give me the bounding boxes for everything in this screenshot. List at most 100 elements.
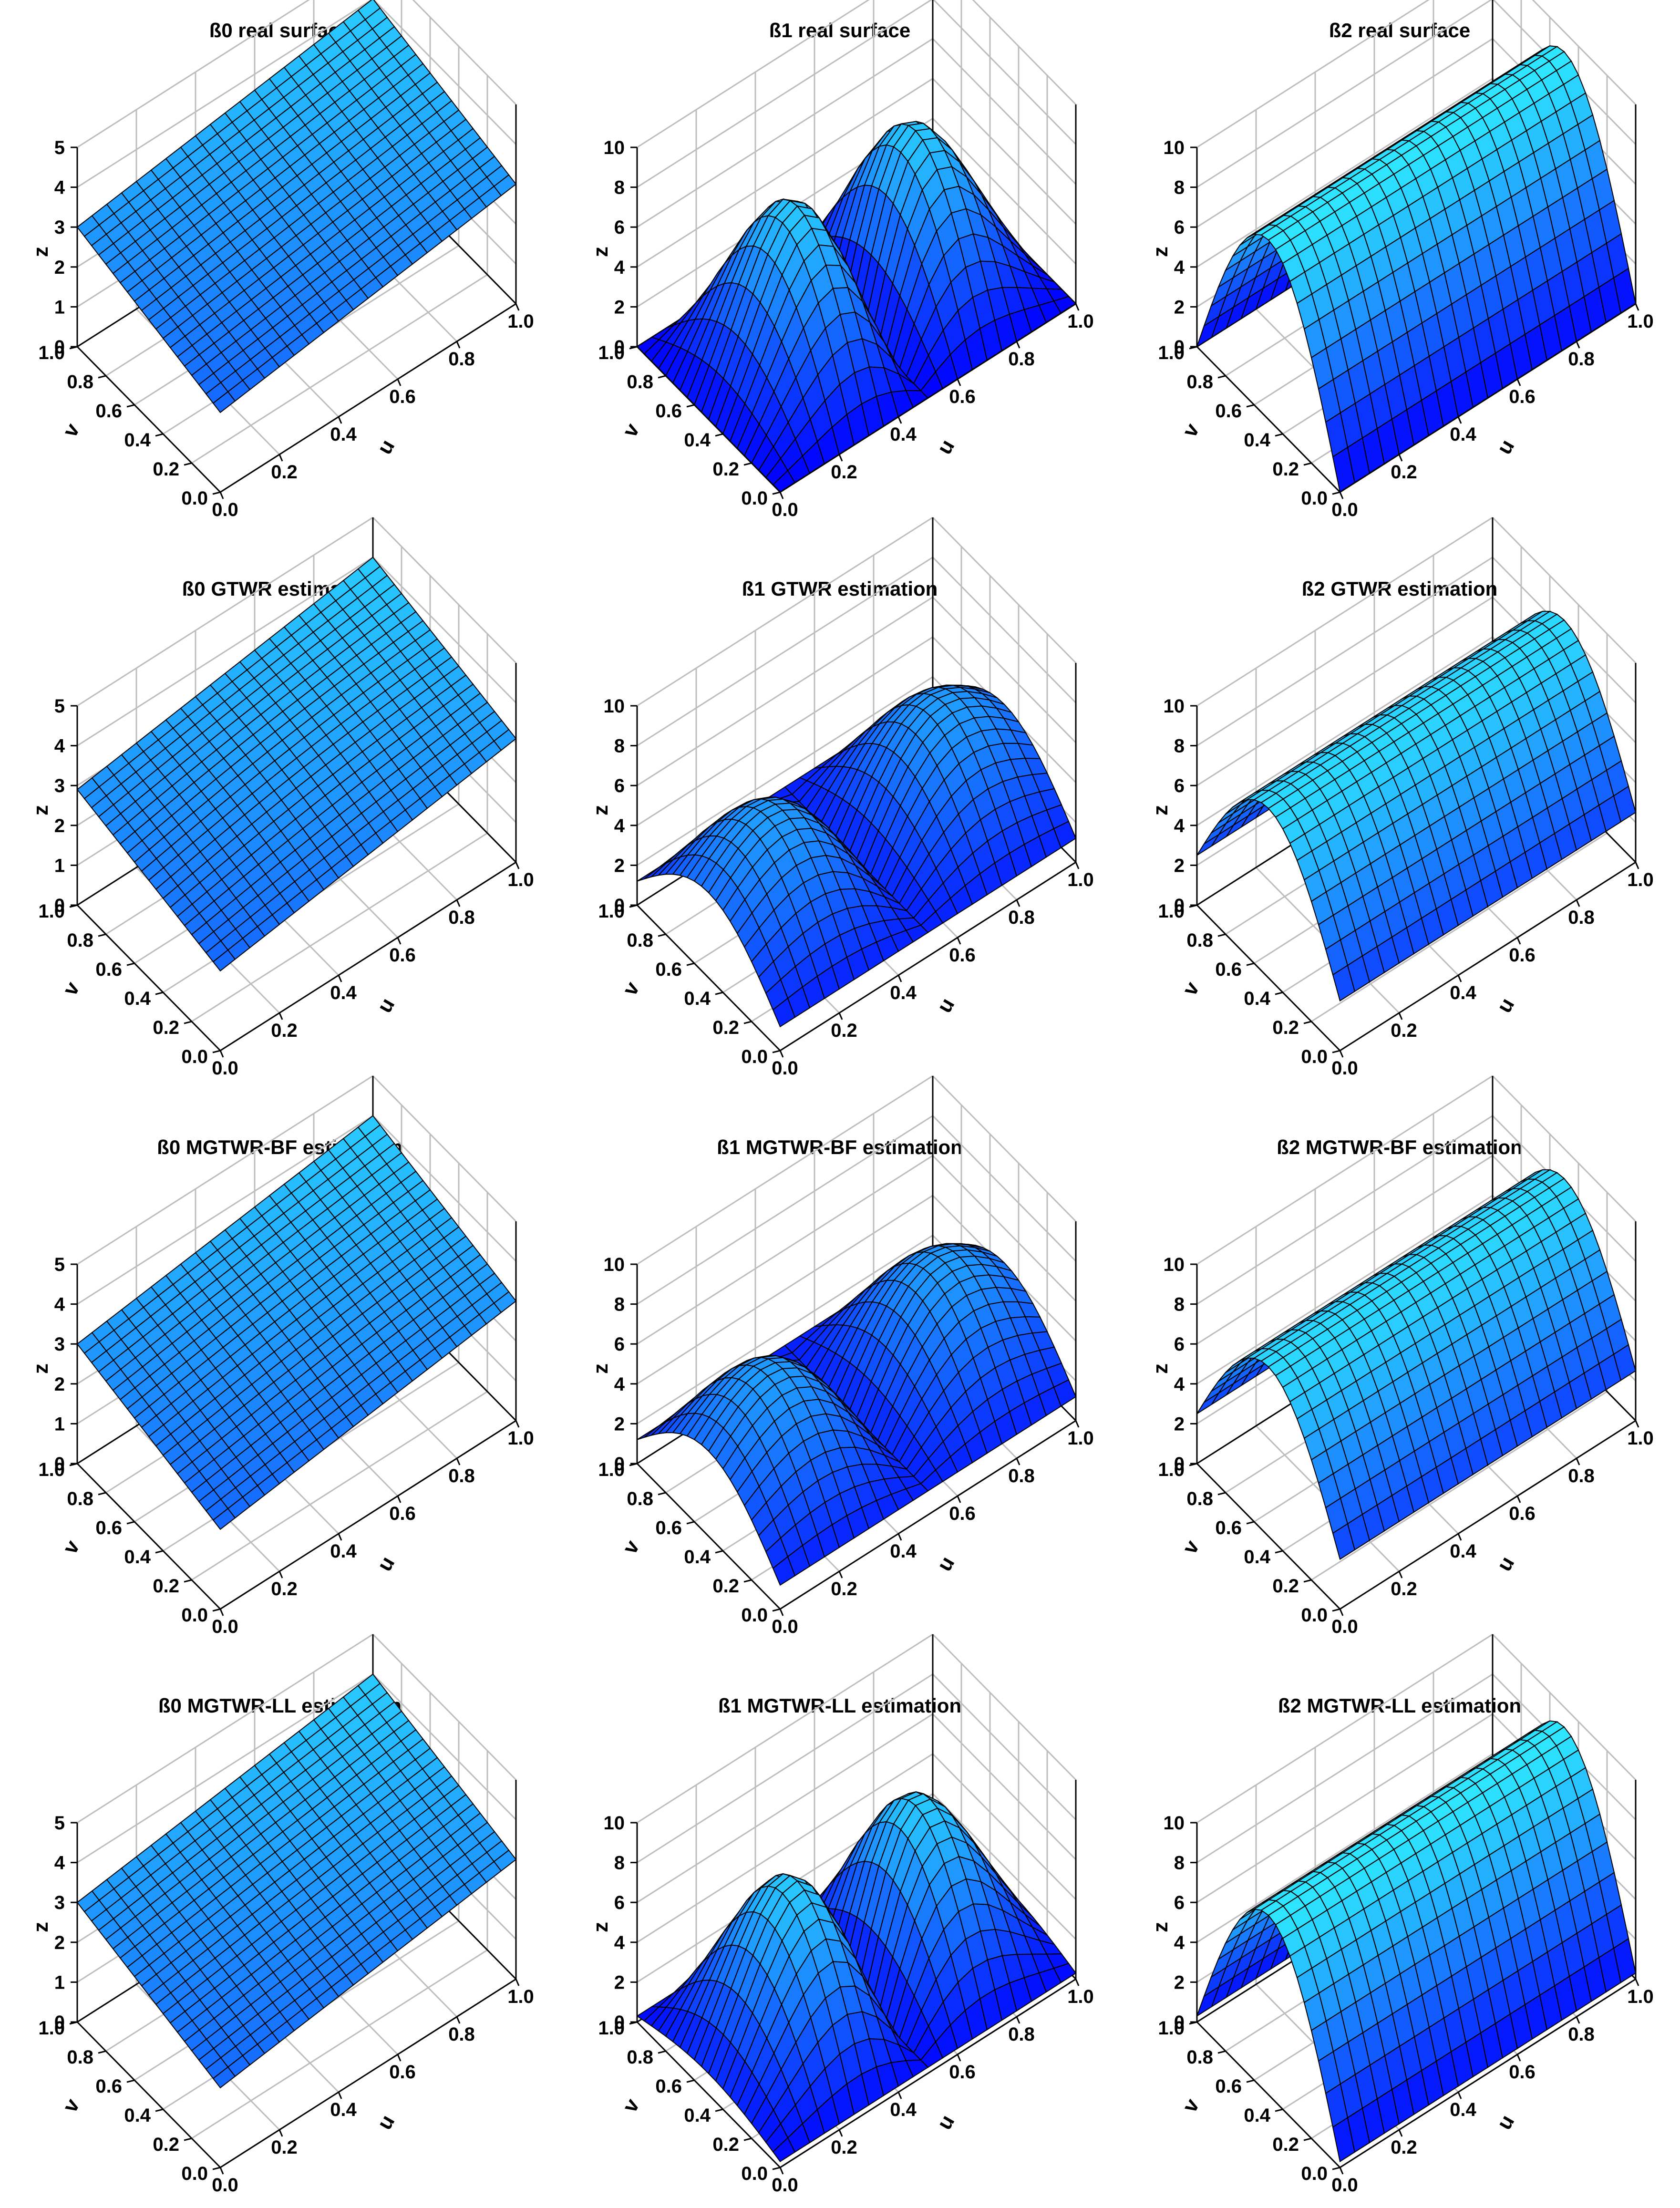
u-tick-label: 1.0 bbox=[1627, 1428, 1654, 1449]
u-tick bbox=[1017, 900, 1020, 907]
v-axis-label: v bbox=[618, 978, 644, 1000]
v-tick-label: 0.2 bbox=[153, 459, 179, 480]
v-tick bbox=[155, 992, 163, 994]
u-tick bbox=[1458, 1534, 1461, 1540]
z-tick-label: 6 bbox=[614, 775, 625, 796]
z-tick-label: 8 bbox=[1174, 177, 1185, 198]
panel-title: ß2 real surface bbox=[1329, 19, 1471, 41]
u-tick-label: 0.4 bbox=[890, 1541, 917, 1562]
u-tick-label: 1.0 bbox=[1067, 869, 1094, 890]
u-tick bbox=[1458, 417, 1461, 423]
v-tick-label: 0.2 bbox=[153, 2134, 179, 2155]
panel-b1-3: ß1 MGTWR-BF estimation0246810z0.00.20.40… bbox=[589, 1076, 1094, 1637]
u-tick-label: 0.2 bbox=[1391, 1579, 1417, 1599]
v-tick bbox=[715, 434, 723, 436]
v-tick bbox=[98, 376, 106, 378]
v-tick bbox=[744, 463, 752, 465]
u-tick bbox=[1636, 862, 1639, 869]
surface-mesh bbox=[1197, 46, 1636, 492]
u-tick bbox=[780, 1051, 783, 1057]
z-tick-label: 4 bbox=[54, 736, 65, 757]
u-tick-label: 0.2 bbox=[831, 1579, 857, 1599]
v-tick-label: 0.4 bbox=[1244, 988, 1270, 1009]
v-tick bbox=[715, 992, 723, 994]
u-tick-label: 0.6 bbox=[949, 386, 976, 407]
v-tick-label: 1.0 bbox=[38, 901, 65, 922]
panel-b0-4: ß0 MGTWR-LL estimation012345z0.00.20.40.… bbox=[29, 1634, 534, 2196]
z-tick-label: 5 bbox=[54, 137, 65, 158]
v-axis-label: v bbox=[618, 419, 644, 441]
v-tick-label: 0.0 bbox=[181, 1605, 208, 1626]
u-tick-label: 0.0 bbox=[1331, 499, 1358, 520]
u-tick-label: 0.0 bbox=[772, 499, 798, 520]
z-tick-label: 4 bbox=[54, 1294, 65, 1315]
surface-mesh bbox=[637, 685, 1076, 1027]
u-tick bbox=[1517, 938, 1520, 944]
v-tick-label: 0.2 bbox=[1272, 459, 1299, 480]
u-tick-label: 0.4 bbox=[330, 982, 357, 1003]
v-tick-label: 0.2 bbox=[153, 1017, 179, 1038]
z-tick-label: 2 bbox=[54, 1932, 65, 1953]
z-tick-label: 1 bbox=[54, 297, 65, 318]
u-tick bbox=[898, 417, 901, 423]
z-tick-label: 10 bbox=[604, 137, 625, 158]
u-axis-label: u bbox=[373, 2111, 400, 2134]
v-tick-label: 1.0 bbox=[38, 342, 65, 363]
v-tick bbox=[184, 1021, 192, 1023]
z-tick-label: 10 bbox=[1164, 1254, 1185, 1275]
z-tick-label: 6 bbox=[1174, 217, 1185, 238]
u-tick-label: 0.0 bbox=[212, 1616, 238, 1637]
v-tick bbox=[127, 2080, 134, 2082]
v-tick-label: 0.0 bbox=[1301, 1605, 1328, 1626]
u-axis-label: u bbox=[1493, 994, 1519, 1017]
v-tick-label: 0.6 bbox=[1215, 959, 1242, 980]
v-tick bbox=[687, 963, 694, 965]
v-tick-label: 0.2 bbox=[712, 1576, 739, 1597]
v-tick bbox=[98, 2051, 106, 2053]
v-tick bbox=[687, 1522, 694, 1524]
z-tick-label: 10 bbox=[1164, 696, 1185, 717]
z-tick-label: 2 bbox=[1174, 1414, 1185, 1434]
u-tick-label: 0.8 bbox=[448, 2024, 475, 2045]
u-tick-label: 1.0 bbox=[1067, 311, 1094, 332]
u-tick-label: 0.6 bbox=[1509, 386, 1536, 407]
z-tick-label: 8 bbox=[614, 1294, 625, 1315]
v-tick-label: 0.6 bbox=[655, 959, 682, 980]
v-tick bbox=[773, 1051, 780, 1052]
panel-b1-4: ß1 MGTWR-LL estimation0246810z0.00.20.40… bbox=[589, 1634, 1094, 2196]
u-axis-label: u bbox=[373, 994, 400, 1017]
v-tick bbox=[744, 1021, 752, 1023]
v-tick bbox=[1332, 492, 1340, 494]
v-tick-label: 0.8 bbox=[67, 2047, 93, 2068]
z-tick-label: 4 bbox=[614, 815, 625, 836]
z-tick-label: 4 bbox=[1174, 815, 1185, 836]
v-axis-label: v bbox=[58, 978, 84, 1000]
v-tick-label: 0.2 bbox=[712, 1017, 739, 1038]
u-tick bbox=[457, 2017, 460, 2023]
u-tick bbox=[1636, 304, 1639, 310]
u-tick-label: 0.6 bbox=[389, 1503, 416, 1524]
z-tick-label: 8 bbox=[1174, 736, 1185, 757]
z-tick-label: 6 bbox=[614, 1334, 625, 1355]
z-tick-label: 2 bbox=[54, 815, 65, 836]
u-tick bbox=[398, 1496, 401, 1503]
v-tick-label: 0.8 bbox=[1186, 1488, 1213, 1509]
v-tick-label: 0.8 bbox=[67, 371, 93, 392]
panel-b1-2: ß1 GTWR estimation0246810z0.00.20.40.60.… bbox=[589, 517, 1094, 1079]
u-tick-label: 0.8 bbox=[1568, 1465, 1595, 1486]
v-tick-label: 0.4 bbox=[124, 988, 151, 1009]
v-tick-label: 0.8 bbox=[67, 930, 93, 951]
u-tick bbox=[780, 492, 783, 499]
z-tick-label: 1 bbox=[54, 1414, 65, 1434]
u-tick-label: 1.0 bbox=[507, 869, 534, 890]
u-tick-label: 0.4 bbox=[890, 982, 917, 1003]
v-tick-label: 0.8 bbox=[627, 930, 653, 951]
u-tick bbox=[457, 1458, 460, 1465]
v-tick-label: 0.6 bbox=[1215, 401, 1242, 422]
u-tick-label: 0.4 bbox=[890, 424, 917, 445]
z-tick-label: 5 bbox=[54, 1254, 65, 1275]
panel-b0-3: ß0 MGTWR-BF estimation012345z0.00.20.40.… bbox=[29, 1076, 534, 1637]
u-tick-label: 0.0 bbox=[772, 1616, 798, 1637]
z-axis-label: z bbox=[589, 805, 612, 815]
u-tick-label: 0.0 bbox=[212, 499, 238, 520]
